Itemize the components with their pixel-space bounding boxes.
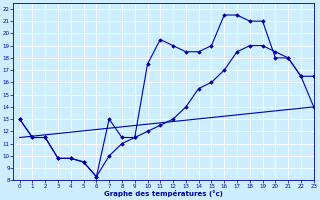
X-axis label: Graphe des températures (°c): Graphe des températures (°c) — [104, 190, 223, 197]
